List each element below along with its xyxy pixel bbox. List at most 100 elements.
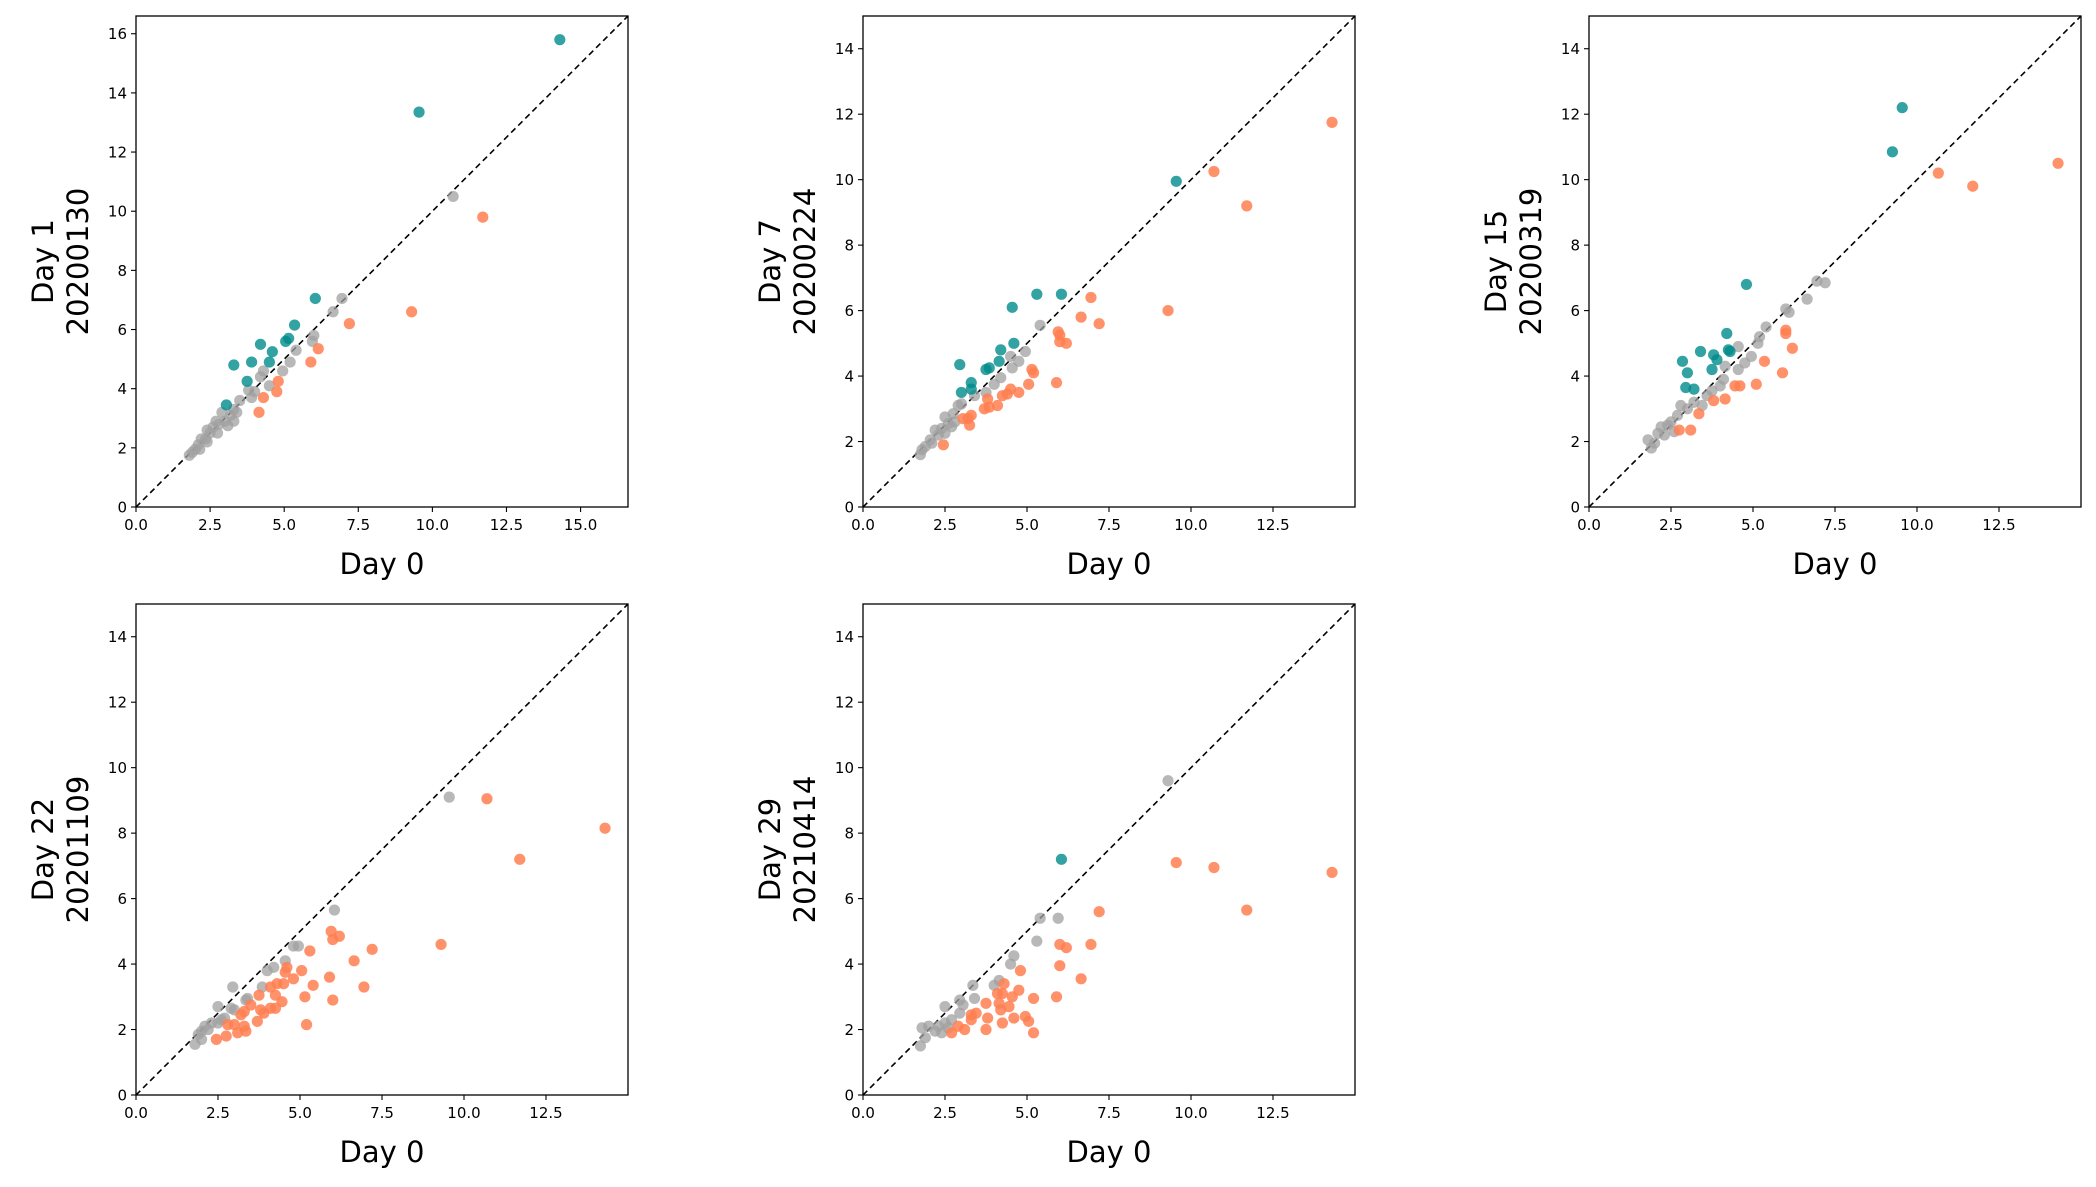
data-point-similar [968, 992, 981, 1005]
data-point-lower [1729, 380, 1741, 392]
y-axis-label: Day 15 [1479, 210, 1513, 313]
data-point-similar [914, 1040, 927, 1052]
data-point-lower [435, 938, 447, 951]
data-point-similar [1681, 403, 1693, 415]
x-tick-label: 0.0 [851, 1104, 875, 1122]
data-point-similar [292, 940, 304, 952]
data-point-higher [413, 106, 425, 118]
data-point-lower [1085, 938, 1097, 951]
data-point-lower [982, 1012, 994, 1024]
data-point-similar [1760, 321, 1772, 333]
data-point-similar [1019, 345, 1031, 358]
data-point-lower [312, 343, 324, 355]
data-point-similar [967, 979, 979, 991]
data-point-lower [2052, 157, 2064, 169]
data-point-higher [288, 319, 301, 331]
data-point-lower [1750, 378, 1762, 390]
data-point-similar [201, 436, 213, 448]
data-point-higher [241, 375, 253, 387]
data-point-higher [1740, 278, 1753, 291]
data-point-lower [299, 991, 311, 1003]
data-point-lower [296, 965, 308, 977]
data-point-lower [1075, 973, 1087, 985]
x-tick-label: 10.0 [1174, 516, 1207, 534]
data-point-lower [1780, 327, 1792, 340]
data-point-lower [287, 973, 300, 985]
data-point-lower [980, 997, 992, 1009]
y-tick-label: 16 [108, 25, 127, 43]
y-tick-label: 14 [108, 84, 127, 102]
y-axis-label: 20200319 [1514, 188, 1548, 336]
data-point-similar [1652, 427, 1664, 439]
data-point-lower [937, 439, 949, 451]
data-point-lower [1693, 408, 1705, 420]
y-tick-label: 2 [117, 439, 127, 457]
data-point-lower [1085, 291, 1097, 304]
y-tick-label: 6 [117, 321, 127, 339]
x-tick-label: 12.5 [529, 1104, 562, 1122]
data-point-lower [481, 793, 493, 805]
data-point-lower [251, 1015, 263, 1027]
y-tick-label: 0 [117, 1087, 127, 1105]
x-tick-label: 7.5 [1097, 1104, 1121, 1122]
data-point-higher [955, 386, 968, 399]
data-point-similar [328, 904, 341, 916]
data-point-lower [1054, 960, 1066, 972]
x-tick-label: 7.5 [1823, 516, 1847, 534]
data-point-higher [228, 359, 240, 371]
data-point-similar [1034, 912, 1046, 924]
data-point-lower [599, 822, 611, 834]
data-point-lower [1673, 424, 1685, 436]
x-tick-label: 12.5 [1256, 1104, 1289, 1122]
x-tick-label: 7.5 [1097, 516, 1121, 534]
subplot-2: 0.0 2.5 5.0 7.5 10.0 12.5 0 2 4 6 8 10 12 14 Day 0 Day … [753, 15, 1356, 581]
data-point-similar [234, 394, 246, 407]
data-point-similar [952, 399, 964, 412]
y-tick-label: 10 [835, 171, 854, 189]
data-point-similar [194, 443, 206, 455]
y-tick-label: 6 [1570, 302, 1580, 320]
data-point-lower [1170, 856, 1182, 869]
y-tick-label: 6 [844, 890, 854, 908]
x-tick-label: 12.5 [1982, 516, 2015, 534]
data-point-higher [263, 356, 275, 368]
data-point-higher [1694, 345, 1707, 358]
data-point-similar [1732, 341, 1744, 353]
data-point-similar [228, 415, 240, 427]
data-point-higher [1896, 102, 1908, 114]
data-point-higher [995, 344, 1007, 356]
diagonal-line [136, 604, 628, 1095]
data-point-lower [514, 853, 526, 865]
data-point-lower [1758, 355, 1771, 367]
data-point-lower [945, 1027, 958, 1039]
data-point-lower [323, 971, 336, 983]
data-point-lower [1075, 311, 1087, 323]
y-tick-label: 0 [844, 1087, 854, 1105]
data-point-lower [1093, 906, 1105, 918]
x-axis-label: Day 0 [1067, 547, 1152, 581]
y-tick-label: 2 [844, 1021, 854, 1039]
x-tick-label: 7.5 [370, 1104, 394, 1122]
data-point-lower [327, 933, 339, 946]
data-point-lower [264, 981, 277, 993]
data-point-similar [277, 365, 289, 377]
data-point-similar [919, 1032, 931, 1044]
data-point-lower [1241, 200, 1253, 212]
data-point-lower [327, 994, 339, 1006]
y-tick-label: 2 [117, 1021, 127, 1039]
data-point-lower [1014, 965, 1027, 977]
data-point-lower [406, 306, 418, 318]
x-axis-label: Day 0 [340, 547, 425, 581]
data-point-lower [304, 945, 316, 957]
data-point-similar [336, 292, 348, 305]
plot-area [863, 604, 1355, 1095]
y-tick-label: 12 [1561, 106, 1580, 124]
x-tick-label: 2.5 [206, 1104, 230, 1122]
data-point-lower [957, 413, 969, 425]
y-tick-label: 12 [835, 694, 854, 712]
subplot-4: 0.0 2.5 5.0 7.5 10.0 12.5 0 2 4 6 8 10 12 14 Day 0 Day … [26, 603, 629, 1169]
x-tick-label: 2.5 [1659, 516, 1683, 534]
data-point-higher [1722, 344, 1734, 356]
x-tick-label: 5.0 [1741, 516, 1765, 534]
data-point-lower [271, 386, 283, 398]
